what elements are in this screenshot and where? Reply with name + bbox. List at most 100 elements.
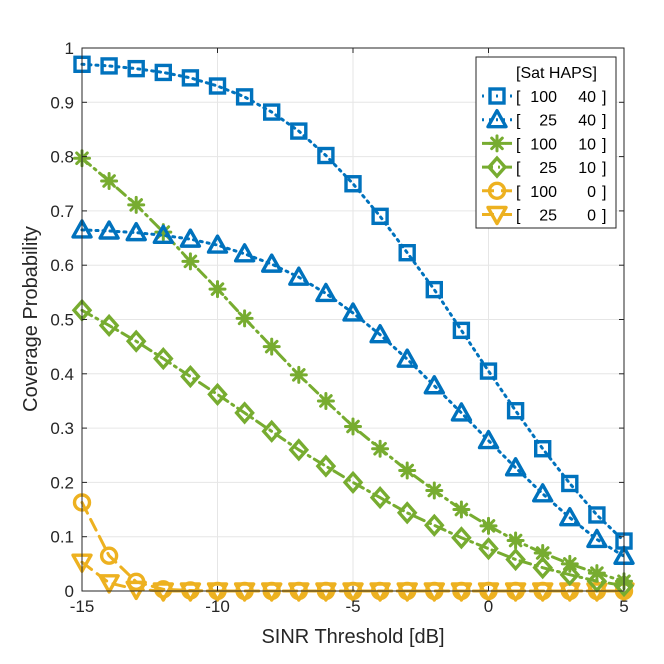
data-point-marker [450, 402, 473, 422]
x-tick-label: -15 [70, 597, 95, 616]
data-point-marker [534, 440, 552, 458]
data-point-marker [479, 516, 498, 535]
data-point-marker [559, 506, 581, 527]
data-point-marker [344, 175, 362, 193]
data-point-marker [100, 57, 118, 75]
data-point-marker [127, 59, 145, 78]
data-point-marker [262, 337, 281, 356]
legend-haps-value: 40 [578, 89, 596, 106]
data-point-marker [478, 537, 499, 561]
legend-title: [Sat HAPS] [516, 65, 597, 82]
data-point-marker [398, 461, 417, 480]
legend-item: [100 0] [482, 181, 606, 201]
legend-label: ] [602, 208, 606, 225]
ticks: -15 -10 -5 0 5 0 0.1 0.2 0.3 0.4 0.5 0.6 0.7 0.8 0.9 1 [50, 39, 628, 616]
series-0 [73, 55, 633, 550]
data-point-marker [208, 280, 227, 299]
legend-marker [486, 205, 508, 226]
data-point-marker [179, 582, 202, 602]
data-point-marker [233, 243, 256, 263]
data-point-marker [371, 439, 390, 458]
legend-item: [25 10] [482, 155, 606, 179]
x-tick-label: 5 [619, 597, 628, 616]
data-point-marker [561, 474, 579, 493]
legend-haps-value: 10 [578, 160, 596, 177]
legend-label: [ [516, 184, 521, 201]
data-point-marker [153, 347, 174, 371]
data-point-marker [263, 103, 281, 121]
y-tick-label: 0.3 [50, 419, 74, 438]
data-point-marker [423, 582, 445, 602]
legend-label: ] [602, 160, 606, 177]
data-point-marker [179, 228, 202, 248]
data-point-marker [450, 582, 473, 602]
data-point-marker [288, 266, 310, 286]
x-tick-label: -5 [345, 597, 360, 616]
data-point-marker [423, 375, 445, 395]
data-point-marker [207, 382, 228, 406]
data-point-marker [396, 582, 418, 602]
y-tick-label: 1 [65, 39, 74, 58]
data-point-marker [477, 429, 500, 450]
legend-sat-value: 100 [530, 89, 557, 106]
data-point-marker [261, 419, 282, 443]
data-point-marker [506, 531, 525, 550]
data-point-marker [289, 365, 308, 384]
data-point-marker [317, 146, 335, 165]
data-point-marker [99, 546, 119, 565]
data-point-marker [181, 252, 200, 271]
series-line [80, 62, 626, 543]
legend-marker [486, 155, 508, 179]
legend-marker [486, 108, 508, 129]
data-point-marker [125, 329, 147, 353]
data-point-marker [344, 417, 362, 436]
data-point-marker [588, 506, 606, 524]
data-point-marker [586, 582, 608, 602]
data-point-marker [235, 88, 254, 106]
data-point-marker [315, 454, 337, 478]
data-point-marker [208, 77, 227, 95]
legend-haps-value: 0 [587, 184, 596, 201]
data-point-marker [98, 313, 120, 338]
data-point-marker [586, 528, 608, 549]
data-point-marker [235, 309, 254, 328]
data-point-marker [396, 501, 418, 525]
data-point-marker [477, 582, 500, 602]
legend-marker [488, 87, 506, 105]
data-point-marker [532, 556, 553, 580]
data-point-marker [396, 348, 418, 368]
data-point-marker [506, 402, 525, 420]
data-point-marker [234, 401, 255, 425]
y-tick-label: 0.6 [50, 256, 74, 275]
data-point-marker [154, 63, 173, 82]
data-point-marker [533, 543, 552, 562]
data-point-marker [315, 282, 337, 303]
legend-item: [25 40] [482, 108, 606, 130]
y-tick-label: 0.4 [50, 365, 74, 384]
data-point-marker [425, 481, 444, 500]
data-point-marker [125, 580, 147, 601]
legend-label: [ [516, 160, 521, 177]
legend-label: ] [602, 89, 606, 106]
legend-label: ] [602, 184, 606, 201]
legend-sat-value: 25 [539, 208, 557, 225]
y-tick-label: 0.7 [50, 202, 74, 221]
x-tick-label: 0 [484, 597, 493, 616]
data-point-marker [560, 554, 579, 573]
legend-label: [ [516, 136, 521, 153]
series-line [80, 228, 626, 558]
legend-sat-value: 25 [539, 160, 557, 177]
data-point-marker [532, 582, 554, 602]
data-point-marker [206, 234, 229, 254]
data-point-marker [532, 483, 554, 503]
y-tick-label: 0.9 [50, 93, 74, 112]
data-point-marker [398, 244, 416, 262]
legend-haps-value: 10 [578, 136, 596, 153]
data-point-marker [288, 438, 310, 462]
legend-sat-value: 100 [530, 136, 557, 153]
legend-label: ] [602, 136, 606, 153]
data-point-marker [233, 582, 256, 602]
data-point-marker [505, 547, 526, 572]
legend-sat-value: 25 [539, 113, 557, 130]
data-point-marker [369, 324, 391, 344]
